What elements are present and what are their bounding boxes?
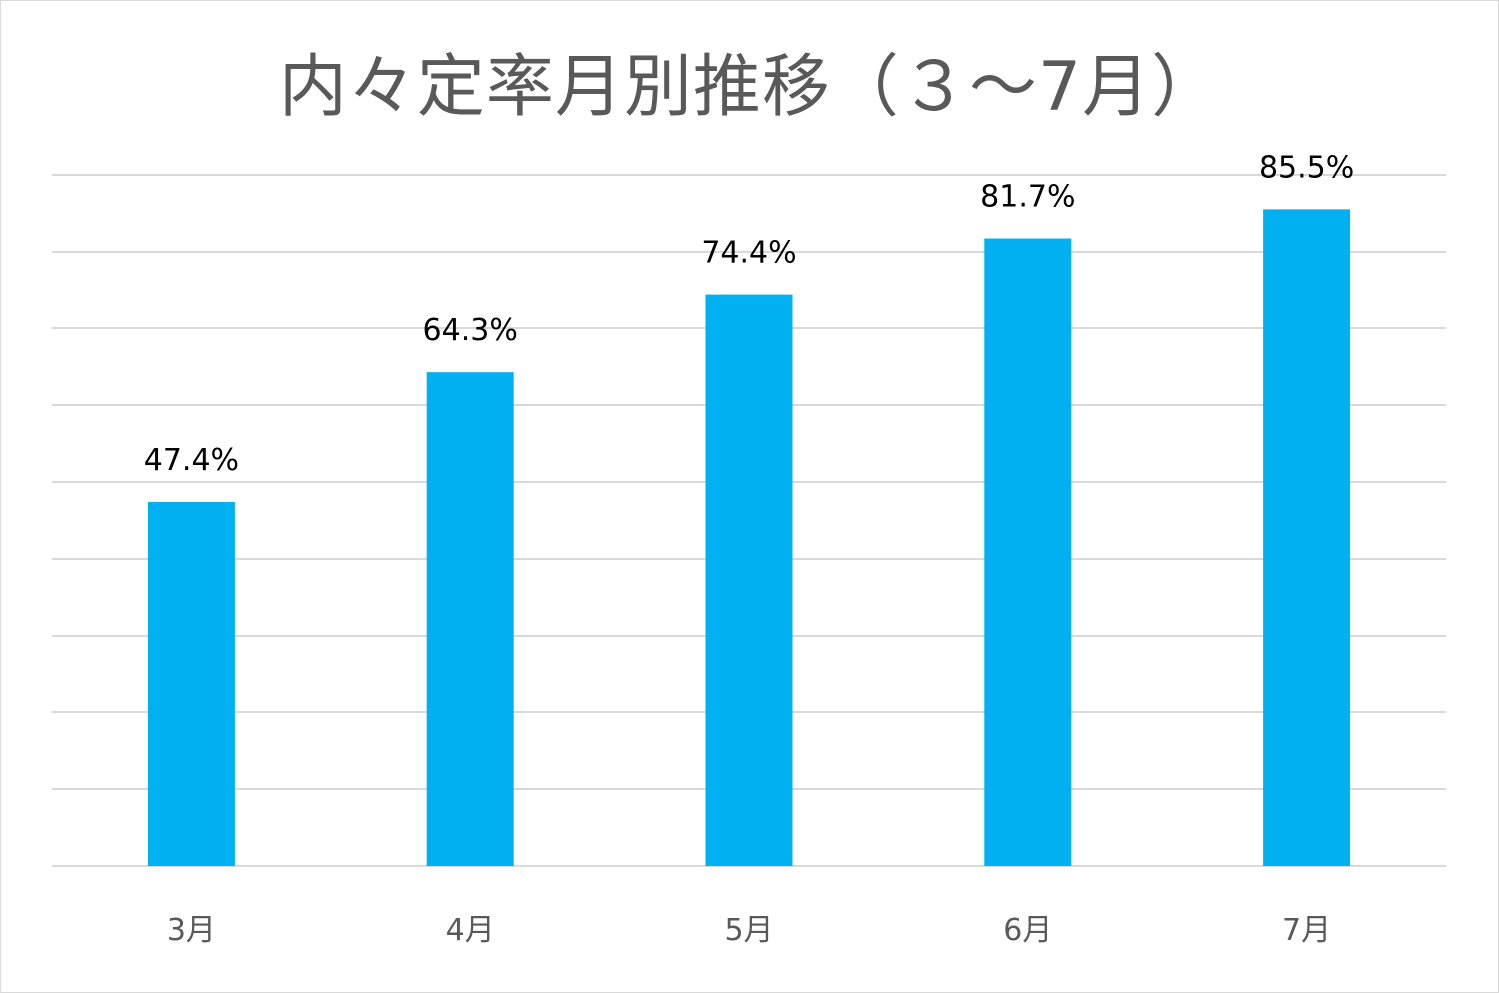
bar [147,501,235,866]
x-axis-tick-labels: 3月 4月 5月 6月 7月 [167,913,1331,948]
x-tick-label: 5月 [724,913,773,948]
data-labels: 47.4% 64.3% 74.4% 81.7% 85.5% [144,150,1355,478]
x-tick-label: 4月 [446,913,495,948]
x-tick-label: 7月 [1282,913,1331,948]
bar [984,238,1072,866]
bar [426,372,514,866]
x-tick-label: 3月 [167,913,216,948]
bars [147,209,1351,867]
data-label: 64.3% [423,313,518,348]
data-label: 74.4% [701,236,796,271]
bar [705,294,793,866]
data-label: 85.5% [1259,150,1354,185]
chart-title: 内々定率月別推移（３～7月） [278,48,1221,127]
bar [1263,209,1351,867]
data-label: 81.7% [980,180,1075,215]
data-label: 47.4% [144,443,239,478]
x-tick-label: 6月 [1003,913,1052,948]
